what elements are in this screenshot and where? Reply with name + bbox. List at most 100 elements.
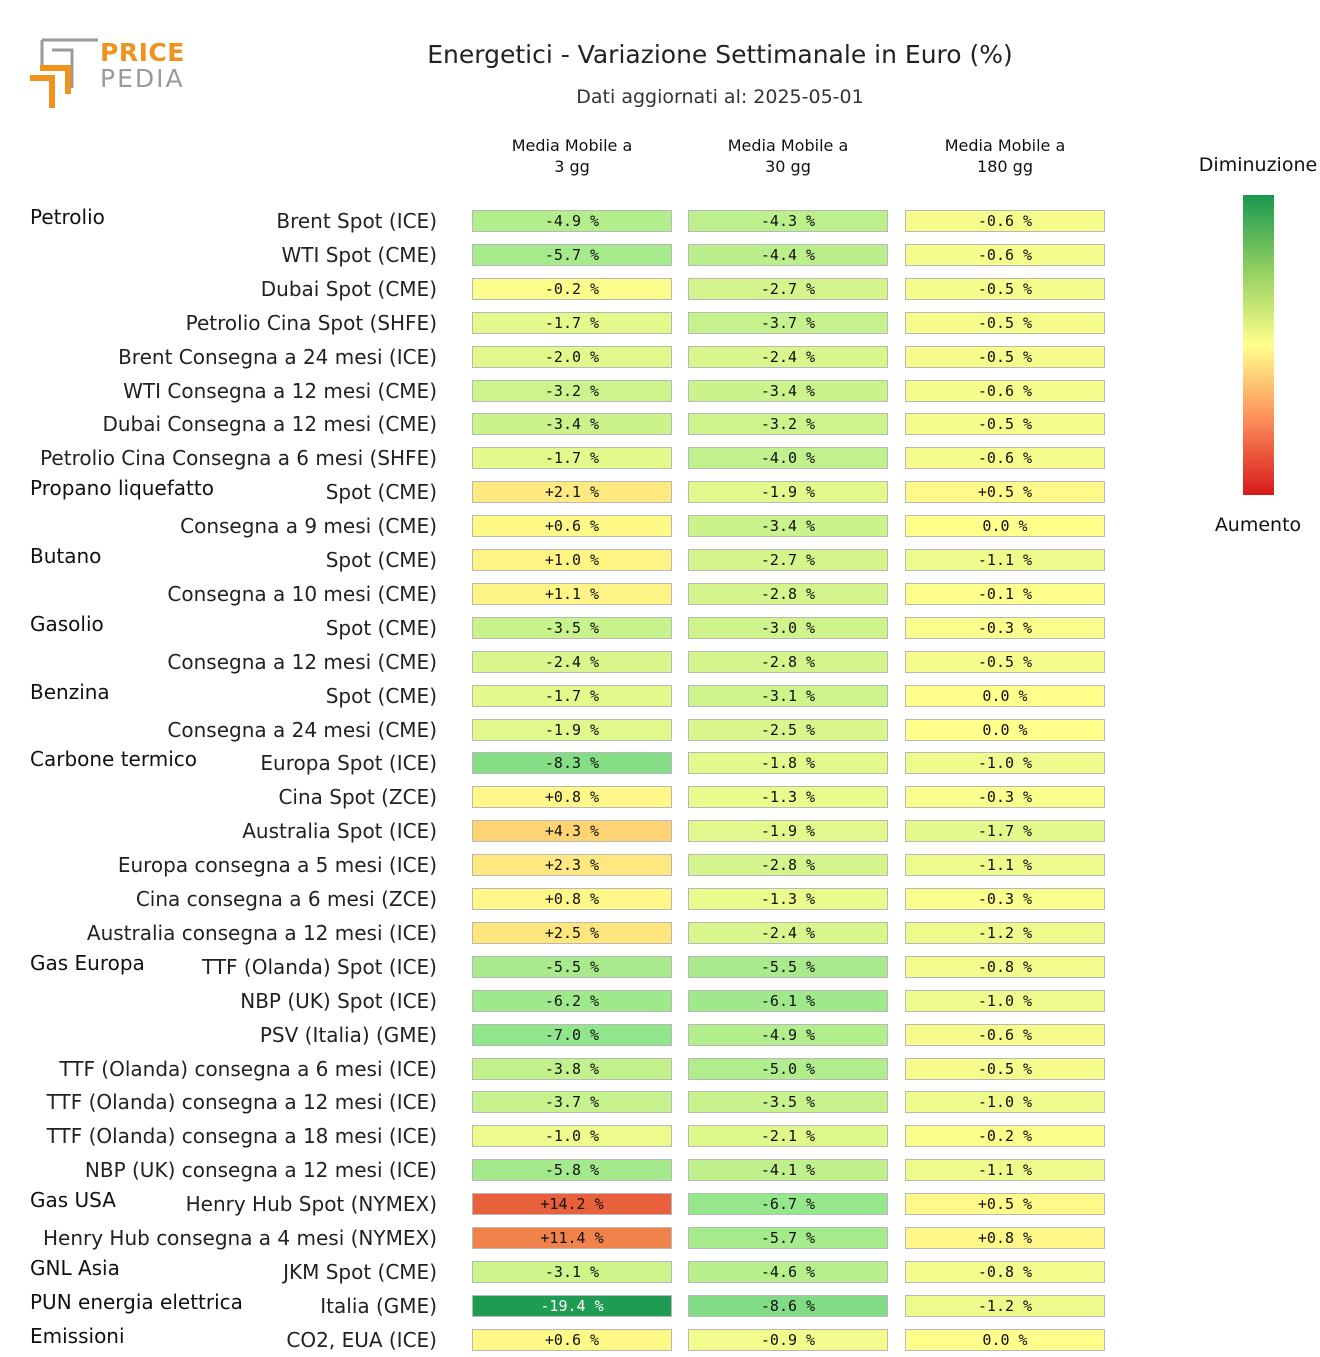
heatmap-cell: +0.8 % [472, 888, 672, 910]
heatmap-cell: -0.3 % [905, 888, 1105, 910]
legend-bottom-label: Aumento [1214, 514, 1302, 536]
group-label: Benzina [30, 679, 110, 704]
group-label: Emissioni [30, 1323, 125, 1348]
row-label: Petrolio Cina Consegna a 6 mesi (SHFE) [40, 446, 437, 471]
row-label: Australia consegna a 12 mesi (ICE) [86, 920, 437, 945]
legend-colorbar [1243, 195, 1274, 495]
heatmap-cell: -1.7 % [472, 311, 672, 334]
heatmap-cell: -0.5 % [905, 311, 1105, 334]
heatmap-cell: -4.9 % [688, 1023, 888, 1046]
column-header: Media Mobile a 30 gg [727, 136, 849, 176]
heatmap-cell: +0.8 % [905, 1227, 1105, 1249]
heatmap-cell: -8.6 % [688, 1294, 888, 1317]
heatmap-cell: -0.1 % [905, 582, 1105, 605]
heatmap-cell: -3.5 % [688, 1091, 888, 1114]
heatmap-cell: -2.4 % [472, 650, 672, 673]
heatmap-cell: -3.4 % [688, 515, 888, 538]
row-label: Brent Consegna a 24 mesi (ICE) [118, 344, 437, 369]
heatmap-cell: -3.0 % [688, 616, 888, 639]
heatmap-cell: -3.7 % [688, 311, 888, 334]
heatmap-cell: -6.1 % [688, 989, 888, 1012]
row-label: Australia Spot (ICE) [242, 819, 437, 844]
group-label: Carbone termico [30, 747, 198, 772]
row-label: Consegna a 24 mesi (CME) [167, 717, 437, 742]
heatmap-cell: -0.6 % [905, 447, 1105, 470]
row-label: Consegna a 10 mesi (CME) [167, 581, 437, 606]
row-label: Cina consegna a 6 mesi (ZCE) [135, 887, 437, 911]
heatmap-cell: -6.7 % [688, 1193, 888, 1216]
heatmap-cell: -1.9 % [472, 718, 672, 741]
chart-title: Energetici - Variazione Settimanale in E… [427, 40, 1013, 69]
heatmap-cell: -19.4 % [472, 1294, 672, 1317]
heatmap-cell: -5.7 % [688, 1227, 888, 1249]
heatmap-cell: -0.6 % [905, 210, 1105, 232]
heatmap-cell: -0.6 % [905, 379, 1105, 402]
heatmap-cell: -0.3 % [905, 616, 1105, 639]
row-label: Cina Spot (ZCE) [278, 785, 437, 810]
heatmap-cell: +1.0 % [472, 549, 672, 571]
row-label: Petrolio Cina Spot (SHFE) [185, 310, 437, 335]
heatmap-cell: -0.6 % [905, 243, 1105, 266]
heatmap-cell: 0.0 % [905, 684, 1105, 707]
row-label: Dubai Consegna a 12 mesi (CME) [102, 412, 437, 437]
heatmap-cell: +2.5 % [472, 921, 672, 944]
heatmap-cell: -3.5 % [472, 616, 672, 639]
heatmap-cell: -0.3 % [905, 786, 1105, 809]
heatmap-cell: -1.9 % [688, 481, 888, 504]
heatmap-cell: -1.7 % [472, 684, 672, 707]
row-label: NBP (UK) consegna a 12 mesi (ICE) [84, 1158, 437, 1183]
group-label: Petrolio [30, 205, 105, 229]
heatmap-cell: -4.0 % [688, 447, 888, 470]
heatmap-cell: +4.3 % [472, 820, 672, 843]
heatmap-cell: +0.5 % [905, 1193, 1105, 1216]
heatmap-cell: 0.0 % [905, 515, 1105, 538]
heatmap-cell: -0.8 % [905, 955, 1105, 978]
heatmap-cell: -3.2 % [688, 413, 888, 436]
row-label: JKM Spot (CME) [283, 1259, 437, 1284]
heatmap-cell: -4.4 % [688, 243, 888, 266]
heatmap-cell: -5.5 % [688, 955, 888, 978]
heatmap-cell: -0.2 % [472, 277, 672, 300]
heatmap-cell: -2.1 % [688, 1125, 888, 1148]
row-label: TTF (Olanda) consegna a 6 mesi (ICE) [59, 1056, 437, 1081]
heatmap-cell: -3.7 % [472, 1091, 672, 1114]
row-label: NBP (UK) Spot (ICE) [240, 988, 437, 1013]
heatmap-cell: -0.5 % [905, 413, 1105, 436]
row-label: WTI Spot (CME) [281, 242, 437, 267]
group-label: Butano [30, 544, 102, 568]
heatmap-cell: +0.6 % [472, 515, 672, 538]
heatmap-cell: +14.2 % [472, 1193, 672, 1216]
heatmap-cell: -3.4 % [688, 379, 888, 402]
logo-word-price: PRICE [100, 38, 185, 67]
heatmap-cell: -2.4 % [688, 345, 888, 368]
row-label: TTF (Olanda) consegna a 18 mesi (ICE) [46, 1124, 437, 1149]
heatmap-cell: -2.7 % [688, 549, 888, 571]
heatmap-cell: -1.1 % [905, 854, 1105, 877]
heatmap-cell: -6.2 % [472, 989, 672, 1012]
row-label: Europa Spot (ICE) [260, 751, 437, 776]
row-label: TTF (Olanda) Spot (ICE) [201, 954, 437, 979]
heatmap-cell: -2.0 % [472, 345, 672, 368]
heatmap-cell: +0.8 % [472, 786, 672, 809]
row-label: CO2, EUA (ICE) [286, 1327, 437, 1352]
heatmap-cell: -1.7 % [472, 447, 672, 470]
column-header: Media Mobile a 3 gg [511, 136, 633, 176]
heatmap-cell: -5.5 % [472, 955, 672, 978]
heatmap-cell: -1.1 % [905, 549, 1105, 571]
heatmap-cell: -3.1 % [688, 684, 888, 707]
row-label: WTI Consegna a 12 mesi (CME) [123, 378, 437, 403]
heatmap-cell: -5.0 % [688, 1057, 888, 1080]
heatmap-cell: +11.4 % [472, 1227, 672, 1249]
heatmap-cell: -4.1 % [688, 1159, 888, 1182]
heatmap-cell: -0.5 % [905, 345, 1105, 368]
heatmap-cell: -7.0 % [472, 1023, 672, 1046]
heatmap-cell: -4.6 % [688, 1260, 888, 1283]
legend-top-label: Diminuzione [1198, 154, 1318, 176]
row-label: Henry Hub Spot (NYMEX) [185, 1192, 437, 1217]
heatmap-cell: 0.0 % [905, 718, 1105, 741]
row-label: Brent Spot (ICE) [276, 209, 437, 233]
heatmap-cell: -1.7 % [905, 820, 1105, 843]
row-label: Consegna a 12 mesi (CME) [167, 649, 437, 674]
pricepedia-logo: PRICE PEDIA [28, 36, 198, 110]
heatmap-cell: -2.4 % [688, 921, 888, 944]
